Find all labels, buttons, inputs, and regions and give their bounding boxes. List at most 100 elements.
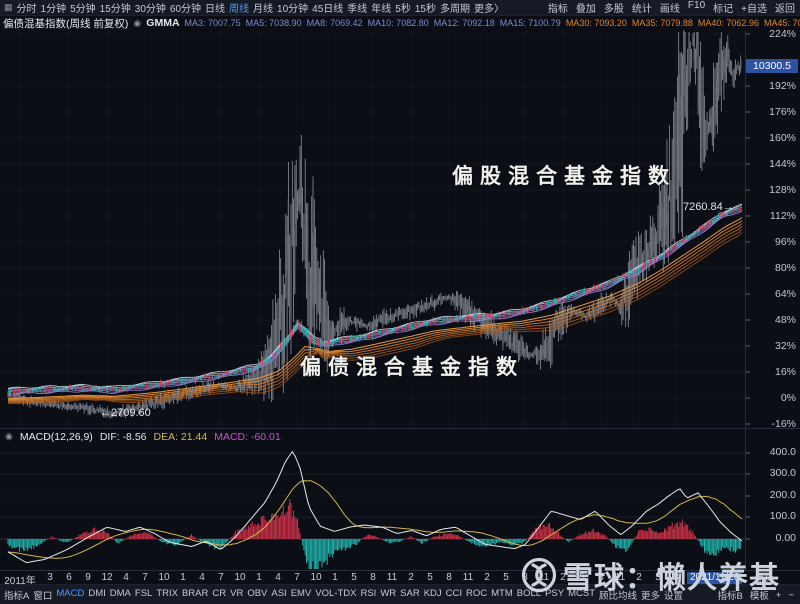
indicator-item-MACD[interactable]: MACD <box>56 588 85 599</box>
indicator-item-EMV[interactable]: EMV <box>290 588 312 599</box>
period-tab-5秒[interactable]: 5秒 <box>395 4 411 15</box>
period-tab-月线[interactable]: 月线 <box>253 4 274 15</box>
indicator-row: 偏债混基指数(周线 前复权) ◉ GMMA MA3: 7007.75 MA5: 7… <box>0 16 800 30</box>
period-tab-更多〉[interactable]: 更多〉 <box>473 4 504 15</box>
indicator-list: 指标A 窗口 MACD DMI DMA FSL TRIX BRAR CR VR OBV ASI EMV V… <box>4 588 683 602</box>
indicator-item-BRAR[interactable]: BRAR <box>181 588 209 599</box>
x-tick-label: 4 <box>123 572 129 583</box>
menu-画线[interactable]: 画线 <box>659 4 680 15</box>
menu-统计[interactable]: 统计 <box>631 4 652 15</box>
indicator-item-SAR[interactable]: SAR <box>400 588 420 599</box>
x-tick-label: 11 <box>614 572 626 583</box>
period-tab-年线[interactable]: 年线 <box>371 4 392 15</box>
indicator-item-CR[interactable]: CR <box>212 588 227 599</box>
period-tab-60分钟[interactable]: 60分钟 <box>169 4 202 15</box>
y-axis-label: 192% <box>769 80 796 92</box>
indicator-item-设置[interactable]: 设置 <box>664 591 684 602</box>
x-tick-label: 8 <box>446 572 452 583</box>
period-tab-10分钟[interactable]: 10分钟 <box>277 4 309 15</box>
period-tab-分时[interactable]: 分时 <box>16 4 37 15</box>
macd-settings-icon[interactable]: ◉ <box>5 431 13 441</box>
y-axis-label: 48% <box>774 314 796 326</box>
period-tab-日线[interactable]: 日线 <box>205 4 226 15</box>
indicator-item-VR[interactable]: VR <box>230 588 244 599</box>
toolbar-right-+[interactable]: + <box>775 589 782 601</box>
period-tabs: 分时 1分钟 5分钟 15分钟 30分钟 60分钟 日线 周线 月线 10分钟 45日线 季线 年线 5秒… <box>17 0 504 15</box>
x-tick-label: 4 <box>275 572 281 583</box>
indicator-item-指标A[interactable]: 指标A <box>4 591 30 602</box>
x-axis: 2021/11/26 周线 2011年 3 6 9 12 4 7 10 1 4 7 10 1 4 7 10 1 5… <box>0 570 800 587</box>
menu-返回[interactable]: 返回 <box>775 4 795 15</box>
indicator-item-CCI[interactable]: CCI <box>445 588 463 599</box>
menu-+自选[interactable]: +自选 <box>741 4 767 15</box>
x-tick-label: 2 <box>636 572 642 583</box>
indicator-item-DMA[interactable]: DMA <box>109 588 131 599</box>
y-axis-label: 96% <box>774 236 796 248</box>
toolbar-right-指标B[interactable]: 指标B <box>717 591 743 602</box>
indicator-item-BOLL[interactable]: BOLL <box>516 588 542 599</box>
indicator-item-窗口[interactable]: 窗口 <box>33 591 53 602</box>
macd-dea-value: DEA: 21.44 <box>153 431 208 443</box>
indicator-item-TRIX[interactable]: TRIX <box>156 588 178 599</box>
macd-canvas <box>0 429 750 571</box>
x-tick-label: 12 <box>101 572 113 583</box>
period-tab-周线[interactable]: 周线 <box>229 4 250 15</box>
x-tick-label: 6 <box>66 572 72 583</box>
toolbar-right-−[interactable]: − <box>788 589 794 601</box>
x-tick-label: 2 <box>408 572 414 583</box>
x-tick-label: 8 <box>673 572 679 583</box>
indicator-item-MTM[interactable]: MTM <box>491 588 513 599</box>
period-toolbar: ▦ 分时 1分钟 5分钟 15分钟 30分钟 60分钟 日线 周线 月线 10分钟 45日线 季线 年线… <box>0 0 800 16</box>
xueqiu-logo-icon <box>521 557 557 593</box>
window-grid-icon[interactable]: ▦ <box>4 2 13 12</box>
indicator-item-OBV[interactable]: OBV <box>247 588 268 599</box>
x-tick-label: 1 <box>256 572 262 583</box>
x-tick-label: 11 <box>462 572 474 583</box>
indicator-item-VOL-TDX[interactable]: VOL-TDX <box>315 588 357 599</box>
macd-axis-label: 400.0 <box>769 446 796 458</box>
period-tab-多周期[interactable]: 多周期 <box>439 4 470 15</box>
ma-short-value: MA8: 7069.42 <box>306 18 363 28</box>
macd-pane[interactable] <box>0 428 800 571</box>
period-tab-15分钟[interactable]: 15分钟 <box>99 4 131 15</box>
y-axis-label: 80% <box>774 262 796 274</box>
top-right-menu: 指标 叠加 多股 统计 画线 F10 标记 +自选 返回 <box>548 0 800 15</box>
menu-F10[interactable]: F10 <box>687 0 706 11</box>
indicator-item-PSY[interactable]: PSY <box>545 588 565 599</box>
indicator-item-KDJ[interactable]: KDJ <box>423 588 442 599</box>
indicator-item-MCST[interactable]: MCST <box>568 588 596 599</box>
equity-low-label: ←2709.60 <box>100 407 151 419</box>
indicator-item-FSL[interactable]: FSL <box>134 588 153 599</box>
x-tick-label: 7 <box>218 572 224 583</box>
x-tick-label: 4 <box>199 572 205 583</box>
period-tab-季线[interactable]: 季线 <box>347 4 368 15</box>
menu-叠加[interactable]: 叠加 <box>575 4 596 15</box>
indicator-item-WR[interactable]: WR <box>380 588 397 599</box>
x-tick-label: 5 <box>503 572 509 583</box>
indicator-item-ASI[interactable]: ASI <box>271 588 287 599</box>
y-axis-label: 176% <box>769 106 796 118</box>
period-tab-5分钟[interactable]: 5分钟 <box>70 4 96 15</box>
x-tick-label: 9 <box>85 572 91 583</box>
gmma-label: GMMA <box>146 17 180 29</box>
period-tab-45日线[interactable]: 45日线 <box>312 4 344 15</box>
x-tick-label: 10 <box>310 572 322 583</box>
menu-多股[interactable]: 多股 <box>603 4 624 15</box>
toolbar-right-模板[interactable]: 模板 <box>749 591 769 602</box>
menu-指标[interactable]: 指标 <box>547 4 568 15</box>
menu-标记[interactable]: 标记 <box>713 4 734 15</box>
indicator-item-更多[interactable]: 更多 <box>641 591 661 602</box>
x-tick-label: 5 <box>655 572 661 583</box>
period-tab-1分钟[interactable]: 1分钟 <box>40 4 67 15</box>
period-tab-30分钟[interactable]: 30分钟 <box>134 4 166 15</box>
ma-long-value: MA30: 7093.20 <box>565 18 627 28</box>
y-axis-label: 64% <box>774 288 796 300</box>
main-chart-canvas <box>0 19 750 428</box>
main-chart-pane[interactable] <box>0 19 800 428</box>
period-tab-15秒[interactable]: 15秒 <box>414 4 436 15</box>
indicator-item-RSI[interactable]: RSI <box>360 588 377 599</box>
indicator-settings-icon[interactable]: ◉ <box>133 17 142 28</box>
indicator-item-顾比均线[interactable]: 顾比均线 <box>599 591 638 602</box>
indicator-item-ROC[interactable]: ROC <box>466 588 488 599</box>
indicator-item-DMI[interactable]: DMI <box>88 588 106 599</box>
